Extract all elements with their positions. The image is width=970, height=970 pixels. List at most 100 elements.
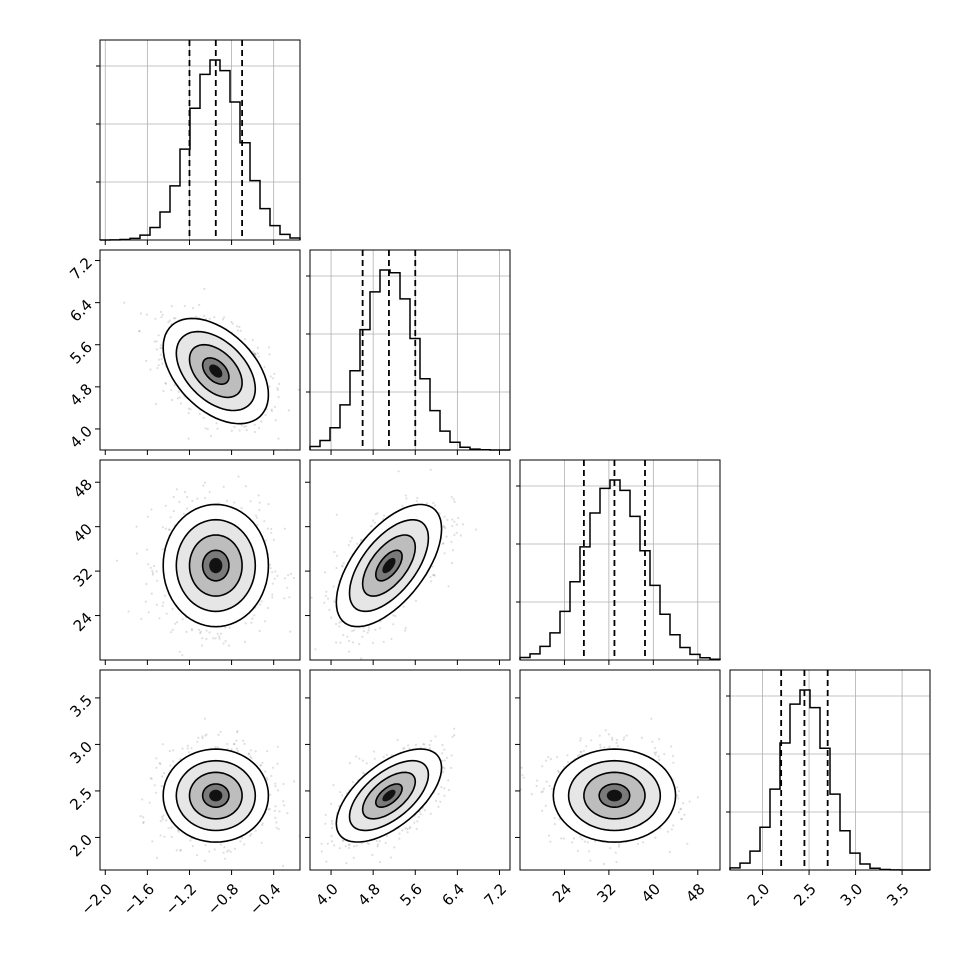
- scatter-point: [258, 501, 261, 504]
- scatter-point: [167, 827, 170, 830]
- scatter-point: [203, 287, 206, 290]
- scatter-point: [274, 816, 277, 820]
- scatter-point: [331, 840, 334, 843]
- scatter-point: [160, 316, 163, 319]
- scatter-point: [267, 346, 271, 349]
- scatter-point: [244, 338, 247, 341]
- contour-line: [188, 343, 243, 399]
- scatter-point: [331, 822, 334, 825]
- scatter-point: [175, 488, 178, 491]
- scatter-point: [168, 528, 171, 532]
- scatter-point: [250, 621, 253, 624]
- scatter-point: [333, 844, 336, 847]
- scatter-point: [153, 565, 156, 568]
- scatter-point: [186, 495, 189, 499]
- scatter-point: [184, 490, 187, 494]
- scatter-point: [270, 531, 273, 534]
- scatter-point: [275, 821, 278, 824]
- scatter-point: [241, 836, 244, 840]
- scatter-point: [230, 429, 233, 432]
- scatter-point: [161, 604, 164, 608]
- scatter-point: [196, 497, 199, 500]
- scatter-point: [282, 800, 285, 803]
- scatter-point: [149, 777, 152, 780]
- scatter-point: [145, 359, 148, 362]
- scatter-point: [404, 494, 407, 497]
- contour-line: [374, 783, 403, 808]
- scatter-point: [157, 364, 160, 367]
- scatter-point: [179, 402, 182, 405]
- scatter-point: [432, 573, 435, 577]
- scatter-point: [170, 305, 173, 308]
- scatter-point: [367, 626, 371, 629]
- scatter-point: [579, 750, 582, 754]
- scatter-point: [447, 585, 450, 588]
- scatter-point: [373, 521, 376, 524]
- scatter-point: [145, 582, 148, 586]
- scatter-point: [406, 827, 409, 831]
- contour-line: [175, 330, 257, 412]
- scatter-point: [274, 782, 277, 785]
- scatter-point: [452, 498, 455, 501]
- scatter-point: [365, 762, 368, 765]
- scatter-point: [356, 542, 359, 545]
- scatter-point: [164, 527, 167, 530]
- scatter-point: [611, 736, 614, 739]
- scatter-point: [176, 397, 179, 400]
- scatter-point: [235, 739, 238, 742]
- scatter-point: [241, 739, 245, 742]
- scatter-point: [544, 804, 547, 808]
- scatter-point: [167, 528, 171, 531]
- scatter-point: [398, 837, 401, 840]
- scatter-point: [233, 501, 236, 504]
- contour-line: [175, 518, 257, 613]
- scatter-point: [433, 504, 437, 507]
- scatter-point: [536, 779, 539, 782]
- scatter-point: [385, 753, 388, 757]
- scatter-point: [453, 520, 456, 523]
- density-peak: [209, 789, 223, 802]
- scatter-point: [332, 784, 335, 787]
- scatter-point: [158, 617, 161, 620]
- scatter-point: [286, 586, 289, 589]
- scatter-point: [157, 358, 161, 361]
- scatter-point: [416, 496, 419, 500]
- scatter-point: [161, 818, 164, 821]
- scatter-point: [203, 481, 207, 484]
- scatter-point: [224, 626, 227, 629]
- histogram-step: [309, 269, 511, 451]
- scatter-point: [189, 839, 192, 842]
- scatter-point: [243, 425, 246, 428]
- scatter-point: [583, 840, 587, 843]
- scatter-point: [338, 621, 341, 624]
- scatter-point: [474, 528, 477, 531]
- scatter-point: [330, 834, 333, 838]
- scatter-panel-3-2: [515, 669, 721, 875]
- panel-content: [320, 727, 456, 865]
- scatter-point: [249, 500, 252, 503]
- scatter-point: [115, 559, 118, 562]
- scatter-point: [405, 497, 408, 500]
- scatter-point: [274, 805, 277, 808]
- scatter-point: [227, 849, 230, 852]
- panel-frame: [99, 39, 301, 241]
- scatter-point: [415, 827, 418, 831]
- scatter-point: [204, 427, 207, 430]
- scatter-point: [174, 317, 177, 320]
- scatter-point: [216, 632, 219, 635]
- scatter-point: [251, 350, 255, 353]
- scatter-point: [383, 514, 386, 517]
- scatter-point: [437, 792, 440, 796]
- scatter-point: [545, 780, 548, 783]
- scatter-point: [448, 788, 451, 792]
- scatter-point: [447, 779, 450, 782]
- scatter-point: [222, 642, 225, 645]
- scatter-point: [146, 515, 149, 518]
- scatter-point: [636, 842, 640, 846]
- scatter-point: [358, 643, 361, 646]
- scatter-point: [172, 510, 175, 513]
- scatter-point: [159, 834, 162, 837]
- scatter-point: [139, 312, 142, 315]
- scatter-point: [353, 845, 356, 848]
- scatter-point: [332, 585, 335, 588]
